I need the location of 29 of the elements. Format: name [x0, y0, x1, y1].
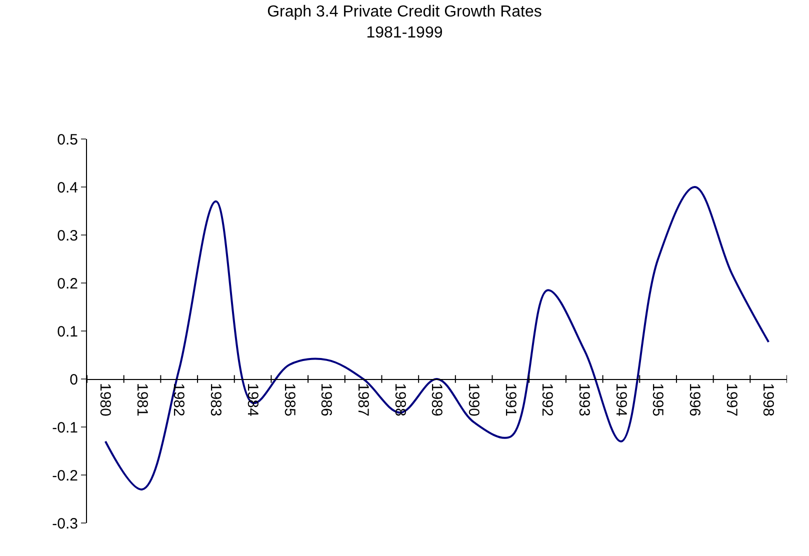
x-tick-label: 1988	[391, 383, 408, 416]
y-tick-label: -0.1	[52, 419, 78, 436]
x-tick-label: 1984	[244, 383, 261, 416]
y-tick-label: 0.4	[57, 179, 78, 196]
x-tick-label: 1987	[354, 383, 372, 416]
y-tick-label: -0.3	[52, 515, 78, 532]
chart-title: Graph 3.4 Private Credit Growth Rates 1981-1999	[267, 4, 542, 42]
x-tick-label: 1997	[722, 383, 740, 416]
y-tick-label: 0	[70, 371, 78, 388]
x-tick-label: 1990	[464, 383, 482, 416]
x-tick-label: 1993	[575, 383, 592, 416]
x-tick-label: 1982	[170, 383, 188, 416]
x-tick-label: 1989	[428, 383, 446, 416]
x-tick-label: 1981	[133, 383, 150, 416]
y-tick-label: -0.2	[52, 467, 78, 484]
x-tick-label: 1985	[280, 383, 298, 416]
x-tick-label: 1986	[318, 383, 335, 416]
y-tick-label: 0.1	[57, 323, 78, 340]
x-tick-label: 1998	[760, 383, 777, 416]
x-tick-label: 1994	[612, 383, 630, 416]
x-tick-label: 1996	[686, 383, 704, 416]
x-tick-label: 1983	[207, 383, 224, 416]
y-tick-label: 0.3	[57, 227, 78, 244]
x-tick-label: 1992	[538, 383, 556, 416]
x-tick-label: 1991	[502, 383, 519, 416]
y-tick-label: 0.5	[57, 131, 78, 148]
x-tick-label: 1995	[649, 383, 666, 416]
x-tick-label: 1980	[96, 383, 114, 416]
y-tick-label: 0.2	[57, 275, 78, 292]
